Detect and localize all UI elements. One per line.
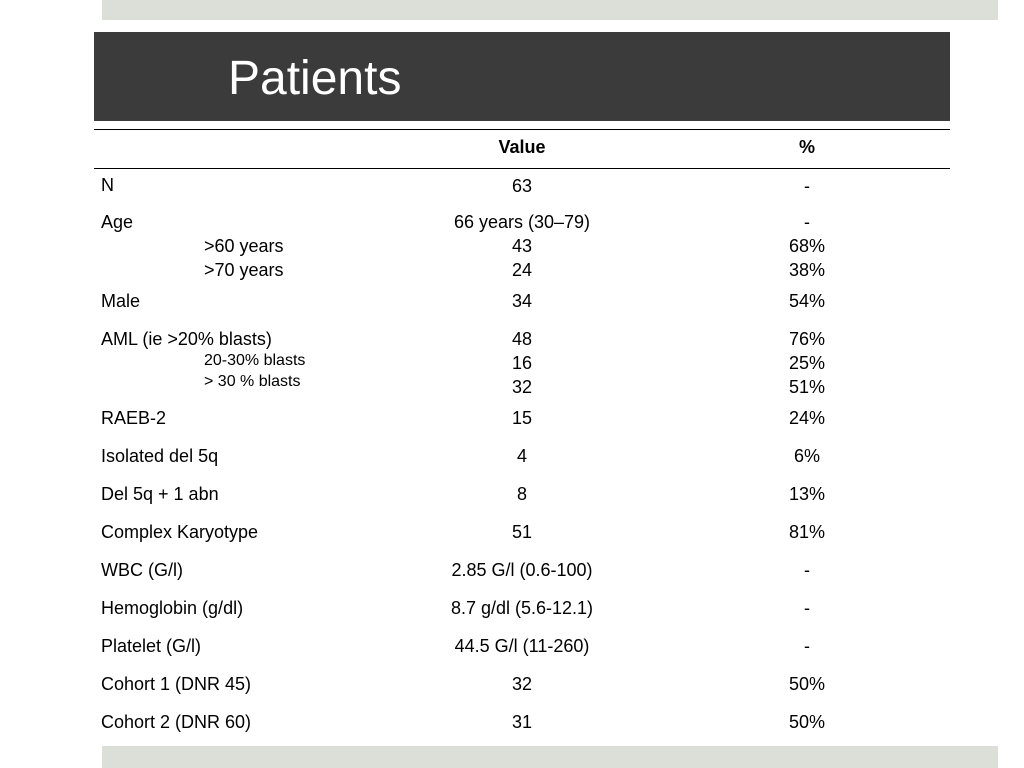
slide-title: Patients [228,52,402,105]
row-label: Complex Karyotype [101,522,259,542]
row-label: Hemoglobin (g/dl) [101,598,244,618]
row-sub-label: 20-30% blasts [204,352,306,369]
row-label: Del 5q + 1 abn [101,484,219,504]
row-sub-label: > 30 % blasts [204,373,301,390]
row-label: Cohort 1 (DNR 45) [101,674,252,694]
row-label: Platelet (G/l) [101,636,202,656]
top-decorative-band [102,0,998,20]
table-top-rule [94,129,950,130]
row-label: RAEB-2 [101,408,167,428]
bottom-decorative-band [102,746,998,768]
row-label: Cohort 2 (DNR 60) [101,712,252,732]
row-label: Isolated del 5q [101,446,219,466]
row-sub-label: >60 years [204,236,284,256]
table-header-row: Value % [498,137,816,157]
row-label: N [101,175,114,195]
row-label: Male [101,291,141,311]
row-sub-label: >70 years [204,260,284,280]
row-label: WBC (G/l) [101,560,183,580]
header-bottom-rule [94,168,950,169]
row-label: AML (ie >20% blasts) [101,329,272,349]
title-bar: Patients [94,32,950,121]
row-label: Age [101,212,134,232]
